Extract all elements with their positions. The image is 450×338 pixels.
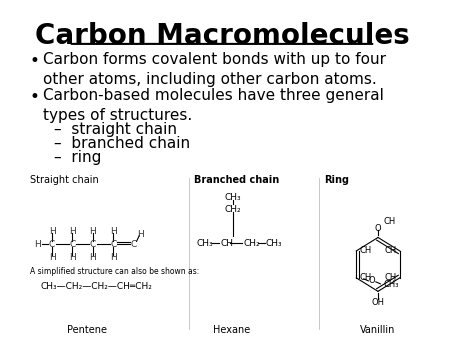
Text: Straight chain: Straight chain (30, 175, 99, 185)
Text: CH₂: CH₂ (225, 204, 242, 214)
Text: Carbon forms covalent bonds with up to four
other atoms, including other carbon : Carbon forms covalent bonds with up to f… (43, 52, 386, 87)
Text: H: H (69, 227, 76, 236)
Text: –  straight chain: – straight chain (54, 122, 177, 137)
Text: O: O (375, 224, 381, 233)
Text: C: C (49, 240, 55, 249)
Text: C: C (110, 240, 117, 249)
Text: Hexane: Hexane (213, 325, 250, 335)
Text: CH₃: CH₃ (225, 193, 242, 201)
Text: CH₃: CH₃ (266, 239, 282, 248)
Text: CH: CH (220, 239, 233, 248)
Text: CH: CH (383, 217, 396, 226)
Text: CH: CH (384, 273, 396, 282)
Text: H: H (90, 227, 96, 236)
Text: C: C (130, 240, 137, 249)
Text: C: C (69, 240, 76, 249)
Text: CH₃—CH₂—CH₂—CH═CH₂: CH₃—CH₂—CH₂—CH═CH₂ (41, 282, 153, 291)
Text: Ring: Ring (324, 175, 349, 185)
Text: CH: CH (360, 273, 372, 282)
Text: H: H (90, 253, 96, 262)
Text: –  branched chain: – branched chain (54, 136, 190, 151)
Text: •: • (30, 88, 40, 106)
Text: Branched chain: Branched chain (194, 175, 279, 185)
Text: H: H (69, 253, 76, 262)
Text: •: • (30, 52, 40, 70)
Text: CH₃: CH₃ (383, 280, 399, 289)
Text: Vanillin: Vanillin (360, 325, 396, 335)
Text: A simplified structure can also be shown as:: A simplified structure can also be shown… (30, 267, 199, 276)
Text: O: O (369, 276, 375, 285)
Text: H: H (34, 240, 40, 249)
Text: –  ring: – ring (54, 150, 101, 165)
Text: CH: CH (384, 246, 396, 256)
Text: CH: CH (360, 246, 372, 256)
Text: H: H (49, 253, 55, 262)
Text: H: H (110, 227, 117, 236)
Text: OH: OH (372, 298, 384, 307)
Text: H: H (49, 227, 55, 236)
Text: Carbon-based molecules have three general
types of structures.: Carbon-based molecules have three genera… (43, 88, 383, 123)
Text: Carbon Macromolecules: Carbon Macromolecules (35, 22, 410, 50)
Text: CH₃: CH₃ (197, 239, 213, 248)
Text: CH₂: CH₂ (243, 239, 260, 248)
Text: C: C (90, 240, 96, 249)
Text: Pentene: Pentene (68, 325, 107, 335)
Text: H: H (110, 253, 117, 262)
Text: H: H (137, 230, 144, 239)
